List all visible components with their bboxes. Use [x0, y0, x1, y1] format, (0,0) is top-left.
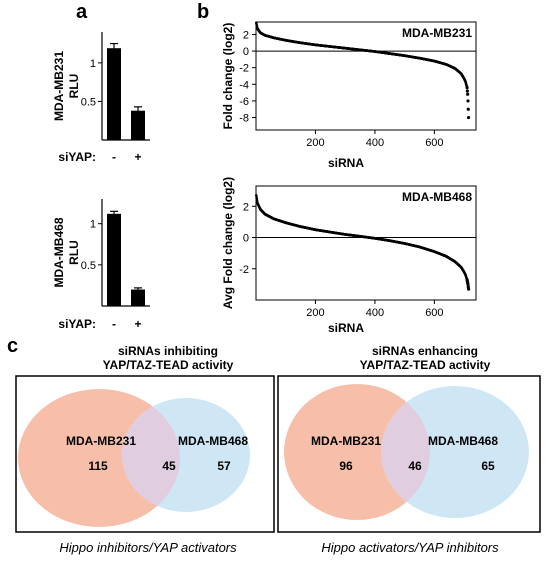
y-tick-label: -2: [239, 63, 249, 75]
y-axis-label: MDA-MB468: [52, 217, 66, 287]
venn-count-overlap: 45: [162, 459, 176, 473]
y-tick-label: 2: [243, 29, 249, 41]
x-axis-label: siRNA: [328, 156, 364, 170]
data-point: [466, 92, 470, 96]
data-point: [255, 196, 258, 199]
y-axis-label: Avg Fold change (log2): [221, 177, 235, 309]
data-point: [465, 89, 469, 93]
scatter-chart-mda-mb231: 2 0 -2 -4 -6 -8 200 400 600 siRNA Fold change (log…: [221, 21, 477, 170]
chart-title: MDA-MB468: [402, 190, 472, 204]
category-label: -: [112, 317, 116, 331]
venn-label-right: MDA-MB468: [428, 434, 498, 448]
venn-frame: [277, 375, 541, 533]
x-axis-label: siYAP:: [58, 150, 96, 164]
venn-count-left: 96: [339, 459, 353, 473]
y-tick-label: 0.5: [81, 96, 96, 108]
venn-count-overlap: 46: [408, 459, 422, 473]
plot-frame: [255, 21, 477, 131]
venn-label-left: MDA-MB231: [66, 434, 136, 448]
venn-count-right: 57: [217, 459, 231, 473]
venn-overlap: [122, 398, 180, 512]
chart-title: MDA-MB231: [402, 26, 472, 40]
x-axis-label: siYAP:: [58, 317, 96, 331]
y-tick-label: -4: [239, 79, 249, 91]
y-tick-label: 0.5: [81, 260, 96, 272]
venn-frame: [15, 375, 275, 533]
y-tick-label: 2: [243, 201, 249, 213]
venn-overlap: [381, 386, 430, 518]
panel-letter-a: a: [76, 1, 88, 23]
data-point: [255, 197, 259, 201]
y-tick-label: -2: [239, 264, 249, 276]
bar-chart-mda-mb231: 0.5 1 MDA-MB231 RLU - + siYAP:: [52, 32, 150, 164]
bar: [131, 289, 145, 306]
data-point: [466, 115, 471, 120]
data-point: [466, 282, 470, 286]
y-axis-label: Fold change (log2): [221, 23, 235, 130]
venn-caption: Hippo inhibitors/YAP activators: [59, 540, 237, 555]
venn-title: YAP/TAZ-TEAD activity: [360, 358, 491, 372]
y-tick-label: -8: [239, 113, 249, 125]
y-tick-label: -6: [239, 96, 249, 108]
data-point: [254, 194, 258, 197]
venn-count-left: 115: [88, 459, 108, 473]
venn-title: YAP/TAZ-TEAD activity: [103, 358, 234, 372]
y-axis-label: MDA-MB231: [52, 51, 66, 121]
bar: [107, 213, 121, 306]
bar: [131, 110, 145, 140]
category-label: +: [134, 150, 141, 164]
x-tick-label: 600: [425, 137, 443, 149]
venn-count-right: 65: [481, 459, 495, 473]
panel-letter-b: b: [197, 1, 209, 23]
panel-letter-c: c: [7, 335, 18, 357]
data-point: [466, 107, 470, 111]
x-tick-label: 600: [425, 307, 443, 319]
venn-title: siRNAs inhibiting: [118, 344, 218, 358]
y-tick-label: 1: [90, 58, 96, 70]
y-tick-label: 0: [243, 46, 249, 58]
category-label: -: [112, 150, 116, 164]
bar-chart-mda-mb468: 0.5 1 MDA-MB468 RLU - + siYAP:: [52, 199, 150, 331]
data-point: [465, 86, 469, 90]
data-point: [466, 287, 471, 291]
x-axis-label: siRNA: [328, 321, 364, 335]
venn-title: siRNAs enhancing: [372, 344, 478, 358]
category-label: +: [134, 317, 141, 331]
plot-frame: [255, 185, 477, 301]
data-point: [466, 99, 470, 103]
y-axis-label: RLU: [67, 74, 81, 99]
x-tick-label: 400: [366, 307, 384, 319]
y-tick-label: 0: [243, 233, 249, 245]
bar: [107, 48, 121, 141]
x-tick-label: 400: [366, 137, 384, 149]
venn-label-left: MDA-MB231: [311, 434, 381, 448]
venn-label-right: MDA-MB468: [178, 434, 248, 448]
y-axis-label: RLU: [67, 240, 81, 265]
data-point: [255, 199, 259, 203]
scatter-chart-mda-mb468: 2 0 -2 200 400 600 siRNA Avg Fold change (log2)…: [221, 177, 477, 335]
x-tick-label: 200: [306, 307, 324, 319]
venn-caption: Hippo activators/YAP inhibitors: [321, 540, 499, 555]
x-tick-label: 200: [306, 137, 324, 149]
data-point: [466, 285, 470, 289]
y-tick-label: 1: [90, 219, 96, 231]
